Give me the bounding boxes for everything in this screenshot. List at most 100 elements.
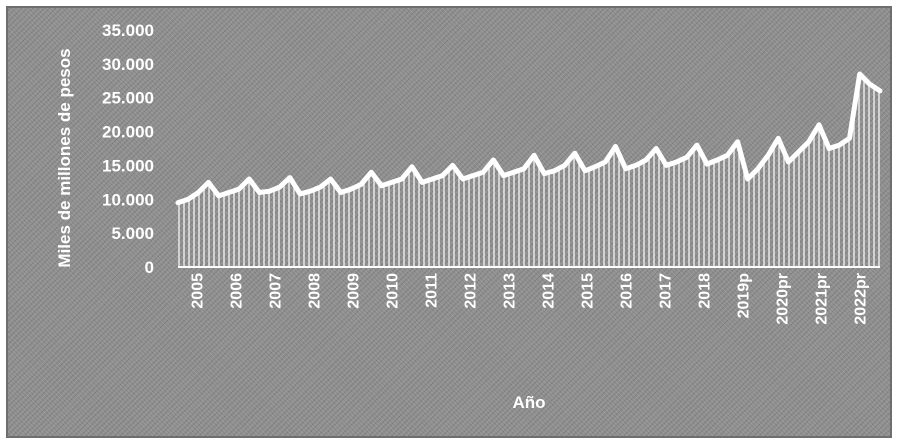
data-point [776,136,780,140]
y-tick-label: 35.000 [102,21,154,40]
data-point [217,194,221,198]
data-point [349,187,353,191]
data-point [786,160,790,164]
x-tick-label: 2019p [736,273,753,319]
data-point [878,89,882,93]
data-point [380,184,383,188]
x-tick-label: 2010 [385,273,402,309]
data-point [176,201,180,205]
y-tick-label: 30.000 [102,55,154,74]
data-point [654,147,658,150]
data-point [858,72,862,76]
y-axis-title: Miles de millones de pesos [55,48,74,267]
data-point [614,145,617,148]
area-chart: 35.000 30.000 25.000 20.000 15.000 10.000 5.00… [55,21,883,412]
data-point [512,170,516,174]
data-point [268,189,272,193]
x-tick-label: 2016 [619,273,636,309]
data-point [359,182,363,186]
x-tick-label: 2021pr [814,273,831,325]
data-point [532,153,536,157]
data-point [471,174,475,178]
data-point [583,169,587,173]
data-point [451,163,455,167]
data-point [207,180,210,184]
data-point [675,160,678,164]
data-point [725,153,729,157]
data-point [746,177,750,181]
x-tick-label: 2013 [502,273,519,309]
x-tick-label: 2017 [658,273,675,309]
data-point [695,143,699,147]
data-point [634,163,638,167]
series-line [175,71,883,206]
data-point [624,167,628,171]
data-point [685,155,689,159]
data-point [410,165,414,169]
y-tick-label: 15.000 [102,156,154,175]
data-point [797,150,801,154]
x-tick-label: 2007 [268,273,285,309]
data-point [420,180,424,184]
data-point [756,167,760,171]
chart-marks [175,71,883,267]
x-tick-label: 2014 [541,273,558,309]
data-point [196,191,200,194]
series-area [178,74,880,267]
x-tick-label: 2006 [229,273,246,309]
data-point [481,170,485,174]
data-point [522,167,526,171]
y-tick-label: 5.000 [111,224,154,243]
data-point [817,123,821,127]
data-point [186,197,190,201]
data-point [257,191,261,194]
data-point [552,169,556,173]
data-point [491,158,495,162]
x-tick-label: 2022pr [853,273,870,325]
x-tick-label: 2018 [697,273,714,309]
data-point [705,162,709,166]
data-point [308,189,312,193]
data-point [837,143,841,147]
data-point [664,163,668,167]
x-tick-label: 2009 [346,273,363,309]
data-point [400,177,404,181]
data-point [715,158,719,162]
data-point [237,187,241,191]
data-point [827,147,831,150]
data-point [339,191,343,194]
data-point [227,191,231,194]
data-point [563,163,567,167]
x-tick-label: 2005 [190,273,207,309]
y-tick-label: 10.000 [102,190,154,209]
data-point [247,177,251,181]
x-tick-label: 2020pr [775,273,792,325]
x-axis-ticks: 2005 2006 2007 2008 2009 2010 2011 2012 2013 2014… [190,273,870,325]
data-point [278,185,282,189]
x-tick-label: 2015 [580,273,597,309]
data-point [868,82,872,86]
y-tick-label: 20.000 [102,123,154,142]
data-point [593,165,597,169]
data-point [502,174,506,178]
data-point [807,140,811,144]
x-tick-label: 2011 [424,273,441,308]
data-point [848,136,851,140]
chart-frame: 35.000 30.000 25.000 20.000 15.000 10.000 5.00… [6,6,892,438]
x-axis-title: Año [512,393,545,412]
data-point [369,170,373,174]
y-tick-label: 0 [145,258,154,277]
x-tick-label: 2012 [463,273,480,309]
data-point [644,158,648,162]
y-tick-label: 25.000 [102,89,154,108]
data-point [441,174,444,178]
data-point [298,192,302,196]
data-point [461,177,465,181]
y-axis-ticks: 35.000 30.000 25.000 20.000 15.000 10.000 5.00… [102,21,154,277]
data-point [573,151,577,155]
data-point [430,177,434,181]
data-point [318,185,322,189]
data-point [736,140,740,144]
data-point [542,172,546,176]
x-tick-label: 2008 [307,273,324,309]
